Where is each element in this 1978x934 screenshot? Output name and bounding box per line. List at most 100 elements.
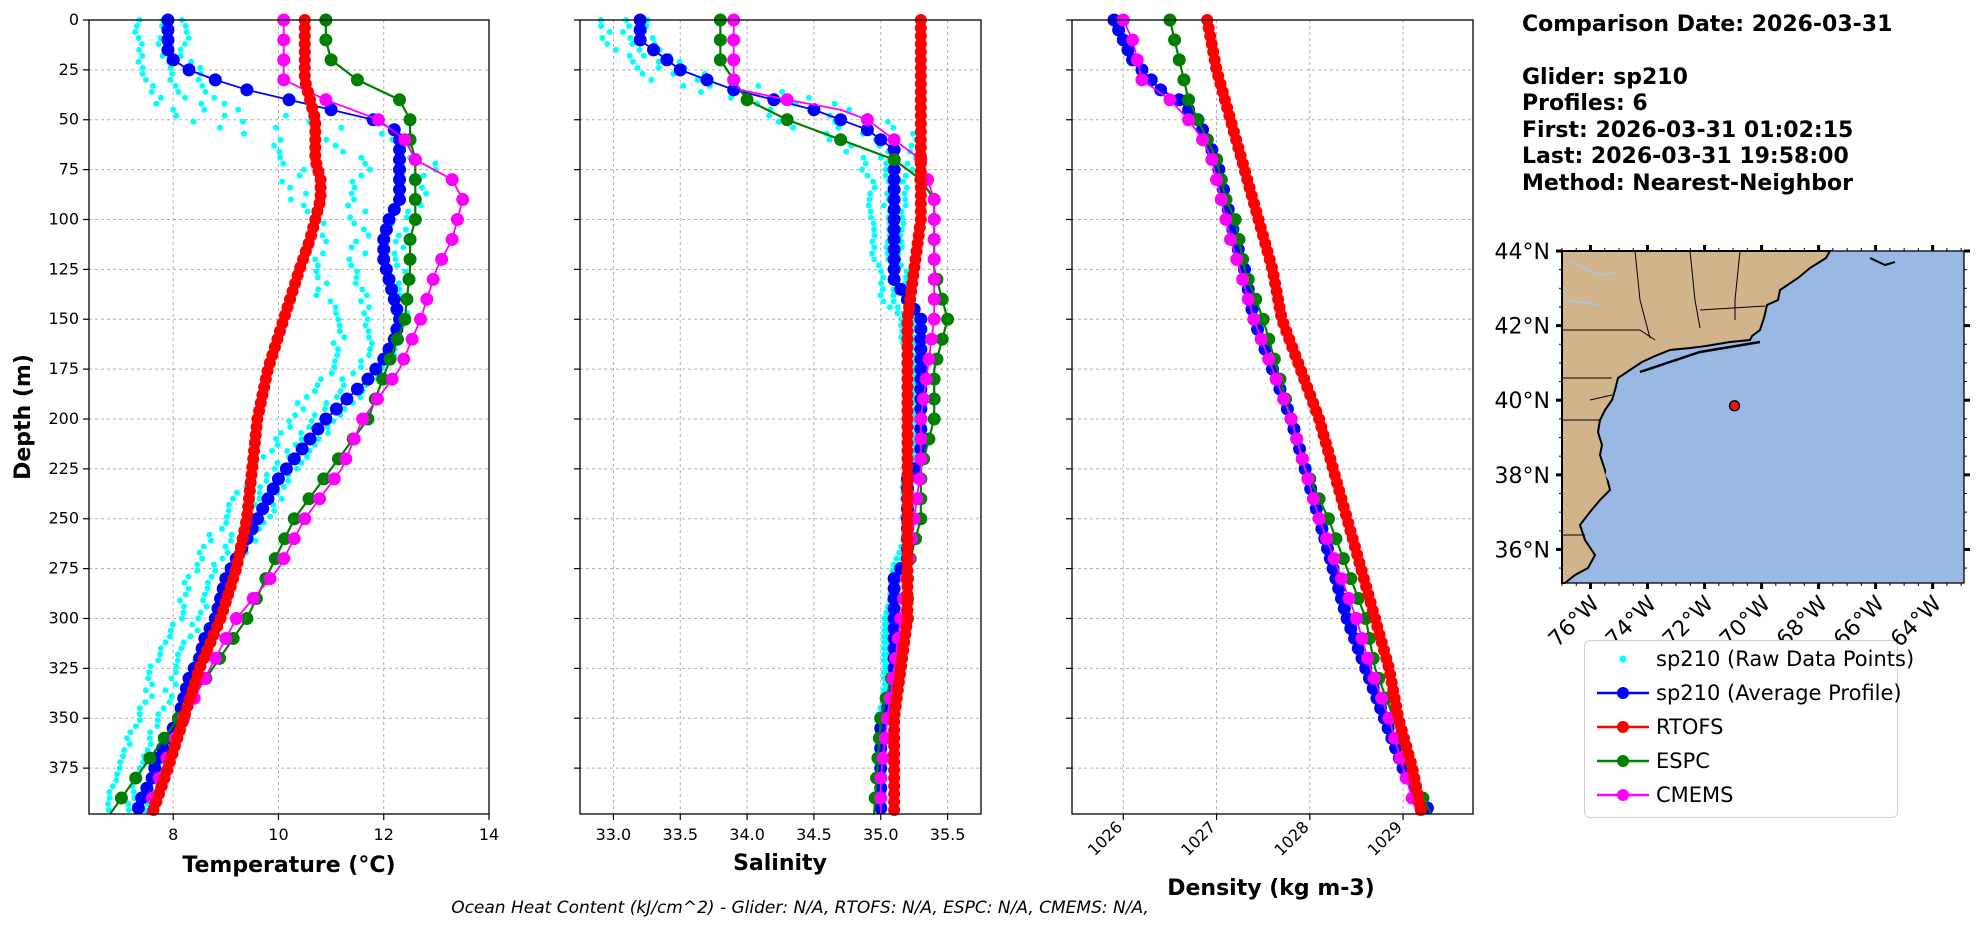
raw-data-point: [227, 537, 234, 544]
glider-marker: [1154, 83, 1168, 97]
raw-data-point: [304, 208, 311, 215]
x-tick-label: 12: [374, 825, 394, 844]
raw-data-point: [180, 603, 187, 610]
raw-data-point: [271, 465, 278, 472]
legend-label-espc: ESPC: [1656, 749, 1710, 773]
espc-marker: [403, 232, 417, 246]
espc-marker: [302, 492, 316, 506]
raw-data-point: [167, 627, 174, 634]
raw-data-point: [432, 160, 439, 167]
cmems-marker: [927, 292, 941, 306]
cmems-marker: [927, 193, 941, 207]
raw-data-point: [365, 304, 372, 311]
raw-data-point: [403, 214, 410, 221]
espc-marker: [278, 532, 292, 546]
raw-data-point: [402, 226, 409, 233]
raw-data-point: [334, 352, 341, 359]
raw-data-point: [870, 220, 877, 227]
cmems-marker: [874, 771, 888, 785]
raw-data-point: [148, 88, 155, 95]
salinity-panel: 33.0 33.5 34.0 34.5 35.0 35.5 Salinity: [574, 13, 982, 876]
raw-data-point: [880, 202, 887, 209]
raw-data-point: [362, 322, 369, 329]
glider-marker: [303, 432, 317, 446]
raw-data-point: [173, 663, 180, 670]
ohc-footer: Ocean Heat Content (kJ/cm^2) - Glider: N…: [451, 898, 1149, 918]
glider-marker: [377, 232, 391, 246]
cmems-marker: [246, 592, 260, 606]
espc-marker: [1256, 312, 1270, 326]
raw-data-point: [235, 106, 242, 113]
raw-data-point: [168, 693, 175, 700]
cmems-marker: [1224, 232, 1238, 246]
raw-data-point: [180, 639, 187, 646]
raw-data-point: [182, 22, 189, 29]
raw-data-point: [144, 747, 151, 754]
raw-data-point: [321, 406, 328, 413]
raw-data-point: [267, 513, 274, 520]
raw-data-point: [331, 358, 338, 365]
cmems-marker: [874, 791, 888, 805]
legend-label-cmems: CMEMS: [1656, 783, 1734, 807]
espc-marker: [324, 53, 338, 67]
raw-data-point: [117, 759, 124, 766]
raw-data-point: [199, 555, 206, 562]
cmems-marker: [426, 272, 440, 286]
raw-data-point: [212, 567, 219, 574]
raw-data-point: [894, 304, 901, 311]
raw-data-point: [362, 208, 369, 215]
espc-marker: [376, 372, 390, 386]
raw-data-point: [364, 316, 371, 323]
cmems-marker: [1307, 492, 1321, 506]
cmems-marker: [445, 232, 459, 246]
cmems-marker: [1196, 133, 1210, 147]
raw-data-point: [206, 531, 213, 538]
legend-item-raw: sp210 (Raw Data Points): [1585, 645, 1914, 675]
raw-data-point: [775, 118, 782, 125]
glider-marker: [319, 412, 333, 426]
cmems-marker: [414, 312, 428, 326]
glider-marker: [647, 43, 661, 57]
raw-data-point: [311, 388, 318, 395]
glider-marker: [377, 252, 391, 266]
raw-data-point: [358, 298, 365, 305]
raw-data-point: [867, 190, 874, 197]
cmems-marker: [887, 133, 901, 147]
raw-data-point: [105, 801, 112, 808]
raw-data-point: [139, 52, 146, 59]
raw-data-point: [676, 58, 683, 65]
glider-marker: [379, 262, 393, 276]
cmems-marker: [1312, 512, 1326, 526]
espc-marker: [1177, 73, 1191, 87]
raw-data-point: [197, 64, 204, 71]
raw-data-point: [280, 483, 287, 490]
glider-marker: [1332, 582, 1346, 596]
glider-marker: [387, 292, 401, 306]
raw-data-point: [273, 124, 280, 131]
raw-data-point: [648, 76, 655, 83]
glider-marker: [240, 83, 254, 97]
glider-marker: [887, 602, 901, 616]
raw-data-point: [224, 549, 231, 556]
raw-data-point: [198, 100, 205, 107]
glider-marker: [1344, 621, 1358, 635]
raw-data-point: [348, 190, 355, 197]
glider-marker: [393, 183, 407, 197]
cmems-marker: [922, 352, 936, 366]
cmems-marker: [1295, 452, 1309, 466]
raw-data-point: [125, 807, 132, 814]
espc-marker: [114, 791, 128, 805]
glider-marker: [208, 73, 222, 87]
raw-data-point: [339, 376, 346, 383]
raw-data-point: [168, 675, 175, 682]
raw-data-point: [269, 447, 276, 454]
glider-marker: [393, 163, 407, 177]
espc-marker: [319, 33, 333, 47]
espc-marker: [402, 272, 416, 286]
raw-data-point: [303, 453, 310, 460]
raw-data-point: [263, 477, 270, 484]
cmems-marker: [319, 93, 333, 107]
raw-data-point: [893, 555, 900, 562]
raw-data-point: [878, 268, 885, 275]
salinity-series: [633, 13, 955, 817]
